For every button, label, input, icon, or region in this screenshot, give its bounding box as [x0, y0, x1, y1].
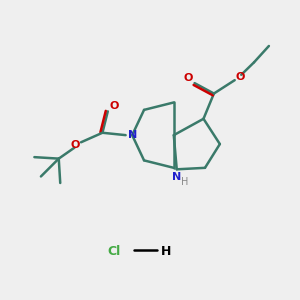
Text: O: O: [183, 73, 193, 83]
Text: O: O: [109, 101, 119, 111]
Text: H: H: [161, 244, 172, 258]
Text: O: O: [236, 72, 245, 82]
Text: Cl: Cl: [108, 244, 121, 258]
Text: N: N: [172, 172, 182, 182]
Text: H: H: [182, 177, 189, 187]
Text: O: O: [70, 140, 80, 150]
Text: N: N: [128, 130, 137, 140]
